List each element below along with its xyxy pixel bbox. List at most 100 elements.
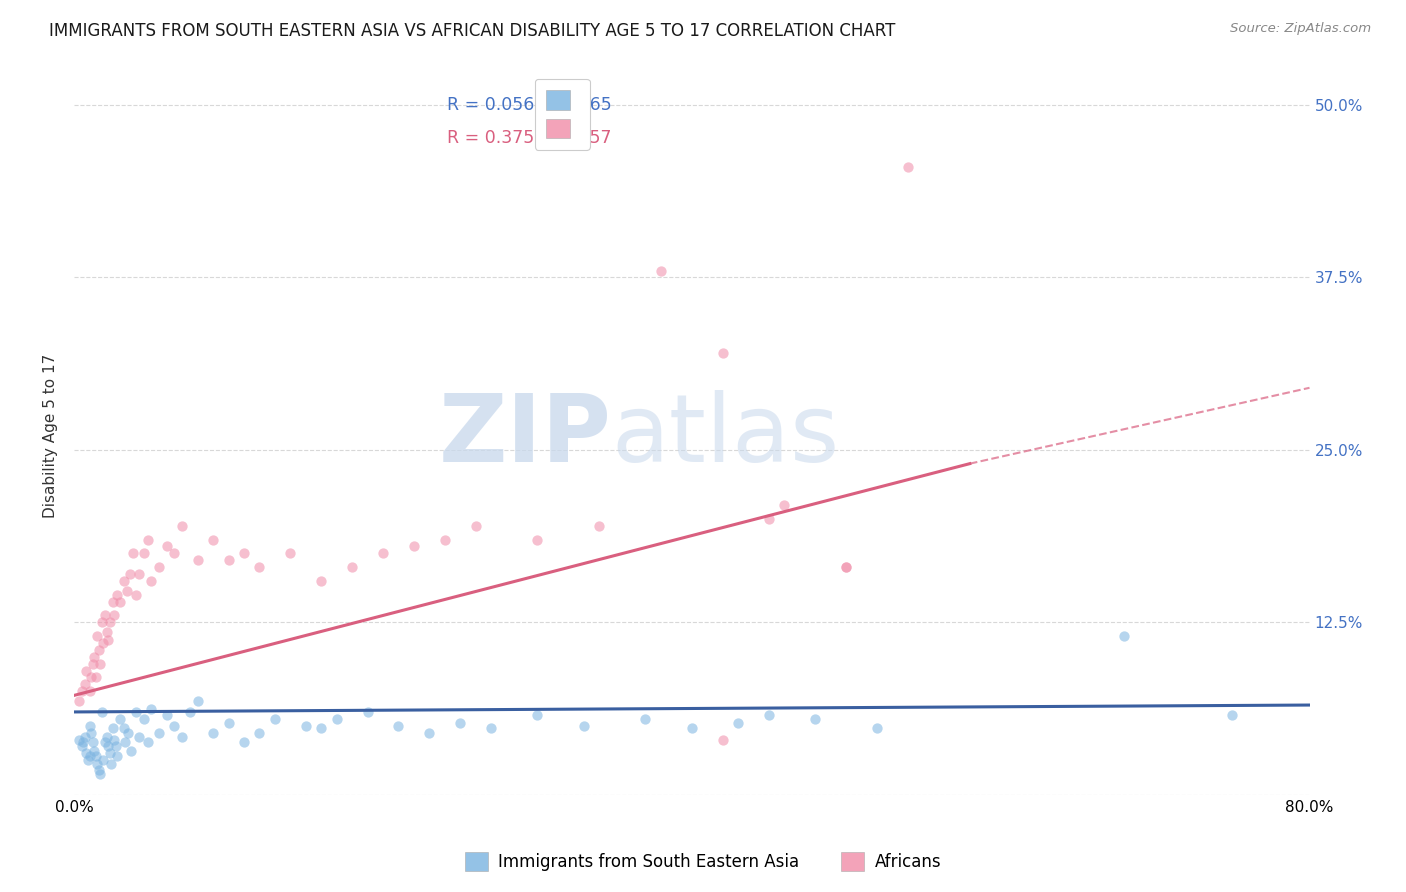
Point <box>179 705 201 719</box>
Text: Source: ZipAtlas.com: Source: ZipAtlas.com <box>1230 22 1371 36</box>
Point <box>87 763 110 777</box>
Point <box>172 730 194 744</box>
Point <box>97 739 120 754</box>
Point <box>136 533 159 547</box>
Point <box>93 753 115 767</box>
Point <box>101 722 124 736</box>
Point <box>89 657 111 671</box>
Point <box>103 608 125 623</box>
Point <box>727 716 749 731</box>
Point <box>112 574 135 588</box>
Point <box>218 553 240 567</box>
Text: ZIP: ZIP <box>439 390 612 482</box>
Point <box>148 560 170 574</box>
Point <box>163 719 186 733</box>
Point <box>218 716 240 731</box>
Point <box>263 712 285 726</box>
Point <box>148 725 170 739</box>
Point <box>340 560 363 574</box>
Point <box>371 546 394 560</box>
Point <box>247 725 270 739</box>
Point <box>1114 629 1136 643</box>
Point <box>464 518 486 533</box>
Point <box>89 767 111 781</box>
Point <box>356 705 378 719</box>
Point <box>96 730 118 744</box>
Point <box>79 719 101 733</box>
Point <box>202 533 225 547</box>
Point <box>86 629 108 643</box>
Point <box>67 694 90 708</box>
Point <box>105 588 128 602</box>
Point <box>83 649 105 664</box>
Point <box>84 749 107 764</box>
Point <box>72 735 94 749</box>
Point <box>141 574 163 588</box>
Point <box>247 560 270 574</box>
Point <box>125 705 148 719</box>
Point <box>479 722 502 736</box>
Point <box>163 546 186 560</box>
Text: atlas: atlas <box>612 390 839 482</box>
Point <box>835 560 858 574</box>
Point <box>233 735 256 749</box>
Point <box>94 608 117 623</box>
Point <box>105 749 128 764</box>
Point <box>433 533 456 547</box>
Point <box>86 757 108 772</box>
Point <box>75 747 97 761</box>
Point <box>294 719 316 733</box>
Point <box>804 712 827 726</box>
Point <box>94 735 117 749</box>
Point <box>572 719 595 733</box>
Point <box>67 732 90 747</box>
Point <box>70 739 93 754</box>
Point <box>110 712 132 726</box>
Point <box>711 346 734 360</box>
Point <box>82 657 104 671</box>
Point <box>681 722 703 736</box>
Point <box>402 540 425 554</box>
Point <box>758 707 780 722</box>
Point <box>118 567 141 582</box>
Point <box>100 757 122 772</box>
Point <box>132 712 155 726</box>
Point <box>309 722 332 736</box>
Point <box>325 712 347 726</box>
Point <box>115 583 138 598</box>
Point <box>80 725 103 739</box>
Point <box>87 643 110 657</box>
Point <box>101 594 124 608</box>
Point <box>77 753 100 767</box>
Point <box>120 743 142 757</box>
Point <box>83 743 105 757</box>
Point <box>104 739 127 754</box>
Point <box>758 512 780 526</box>
Text: R = 0.056   N = 65: R = 0.056 N = 65 <box>447 95 612 113</box>
Point <box>79 684 101 698</box>
Text: R = 0.375   N = 57: R = 0.375 N = 57 <box>447 128 612 146</box>
Point <box>128 730 150 744</box>
Point <box>128 567 150 582</box>
Point <box>136 735 159 749</box>
Point <box>202 725 225 739</box>
Point <box>90 615 112 630</box>
Point <box>90 705 112 719</box>
Point <box>187 553 209 567</box>
Point <box>93 636 115 650</box>
Point <box>112 722 135 736</box>
Point <box>588 518 610 533</box>
Point <box>233 546 256 560</box>
Point <box>98 615 121 630</box>
Point <box>309 574 332 588</box>
Point <box>278 546 301 560</box>
Point <box>70 684 93 698</box>
Point <box>650 263 672 277</box>
Point <box>387 719 409 733</box>
Legend: , : , <box>534 78 589 150</box>
Point <box>110 594 132 608</box>
Point <box>634 712 657 726</box>
Point <box>132 546 155 560</box>
Point <box>103 732 125 747</box>
Legend: Immigrants from South Eastern Asia, Africans: Immigrants from South Eastern Asia, Afri… <box>457 843 949 880</box>
